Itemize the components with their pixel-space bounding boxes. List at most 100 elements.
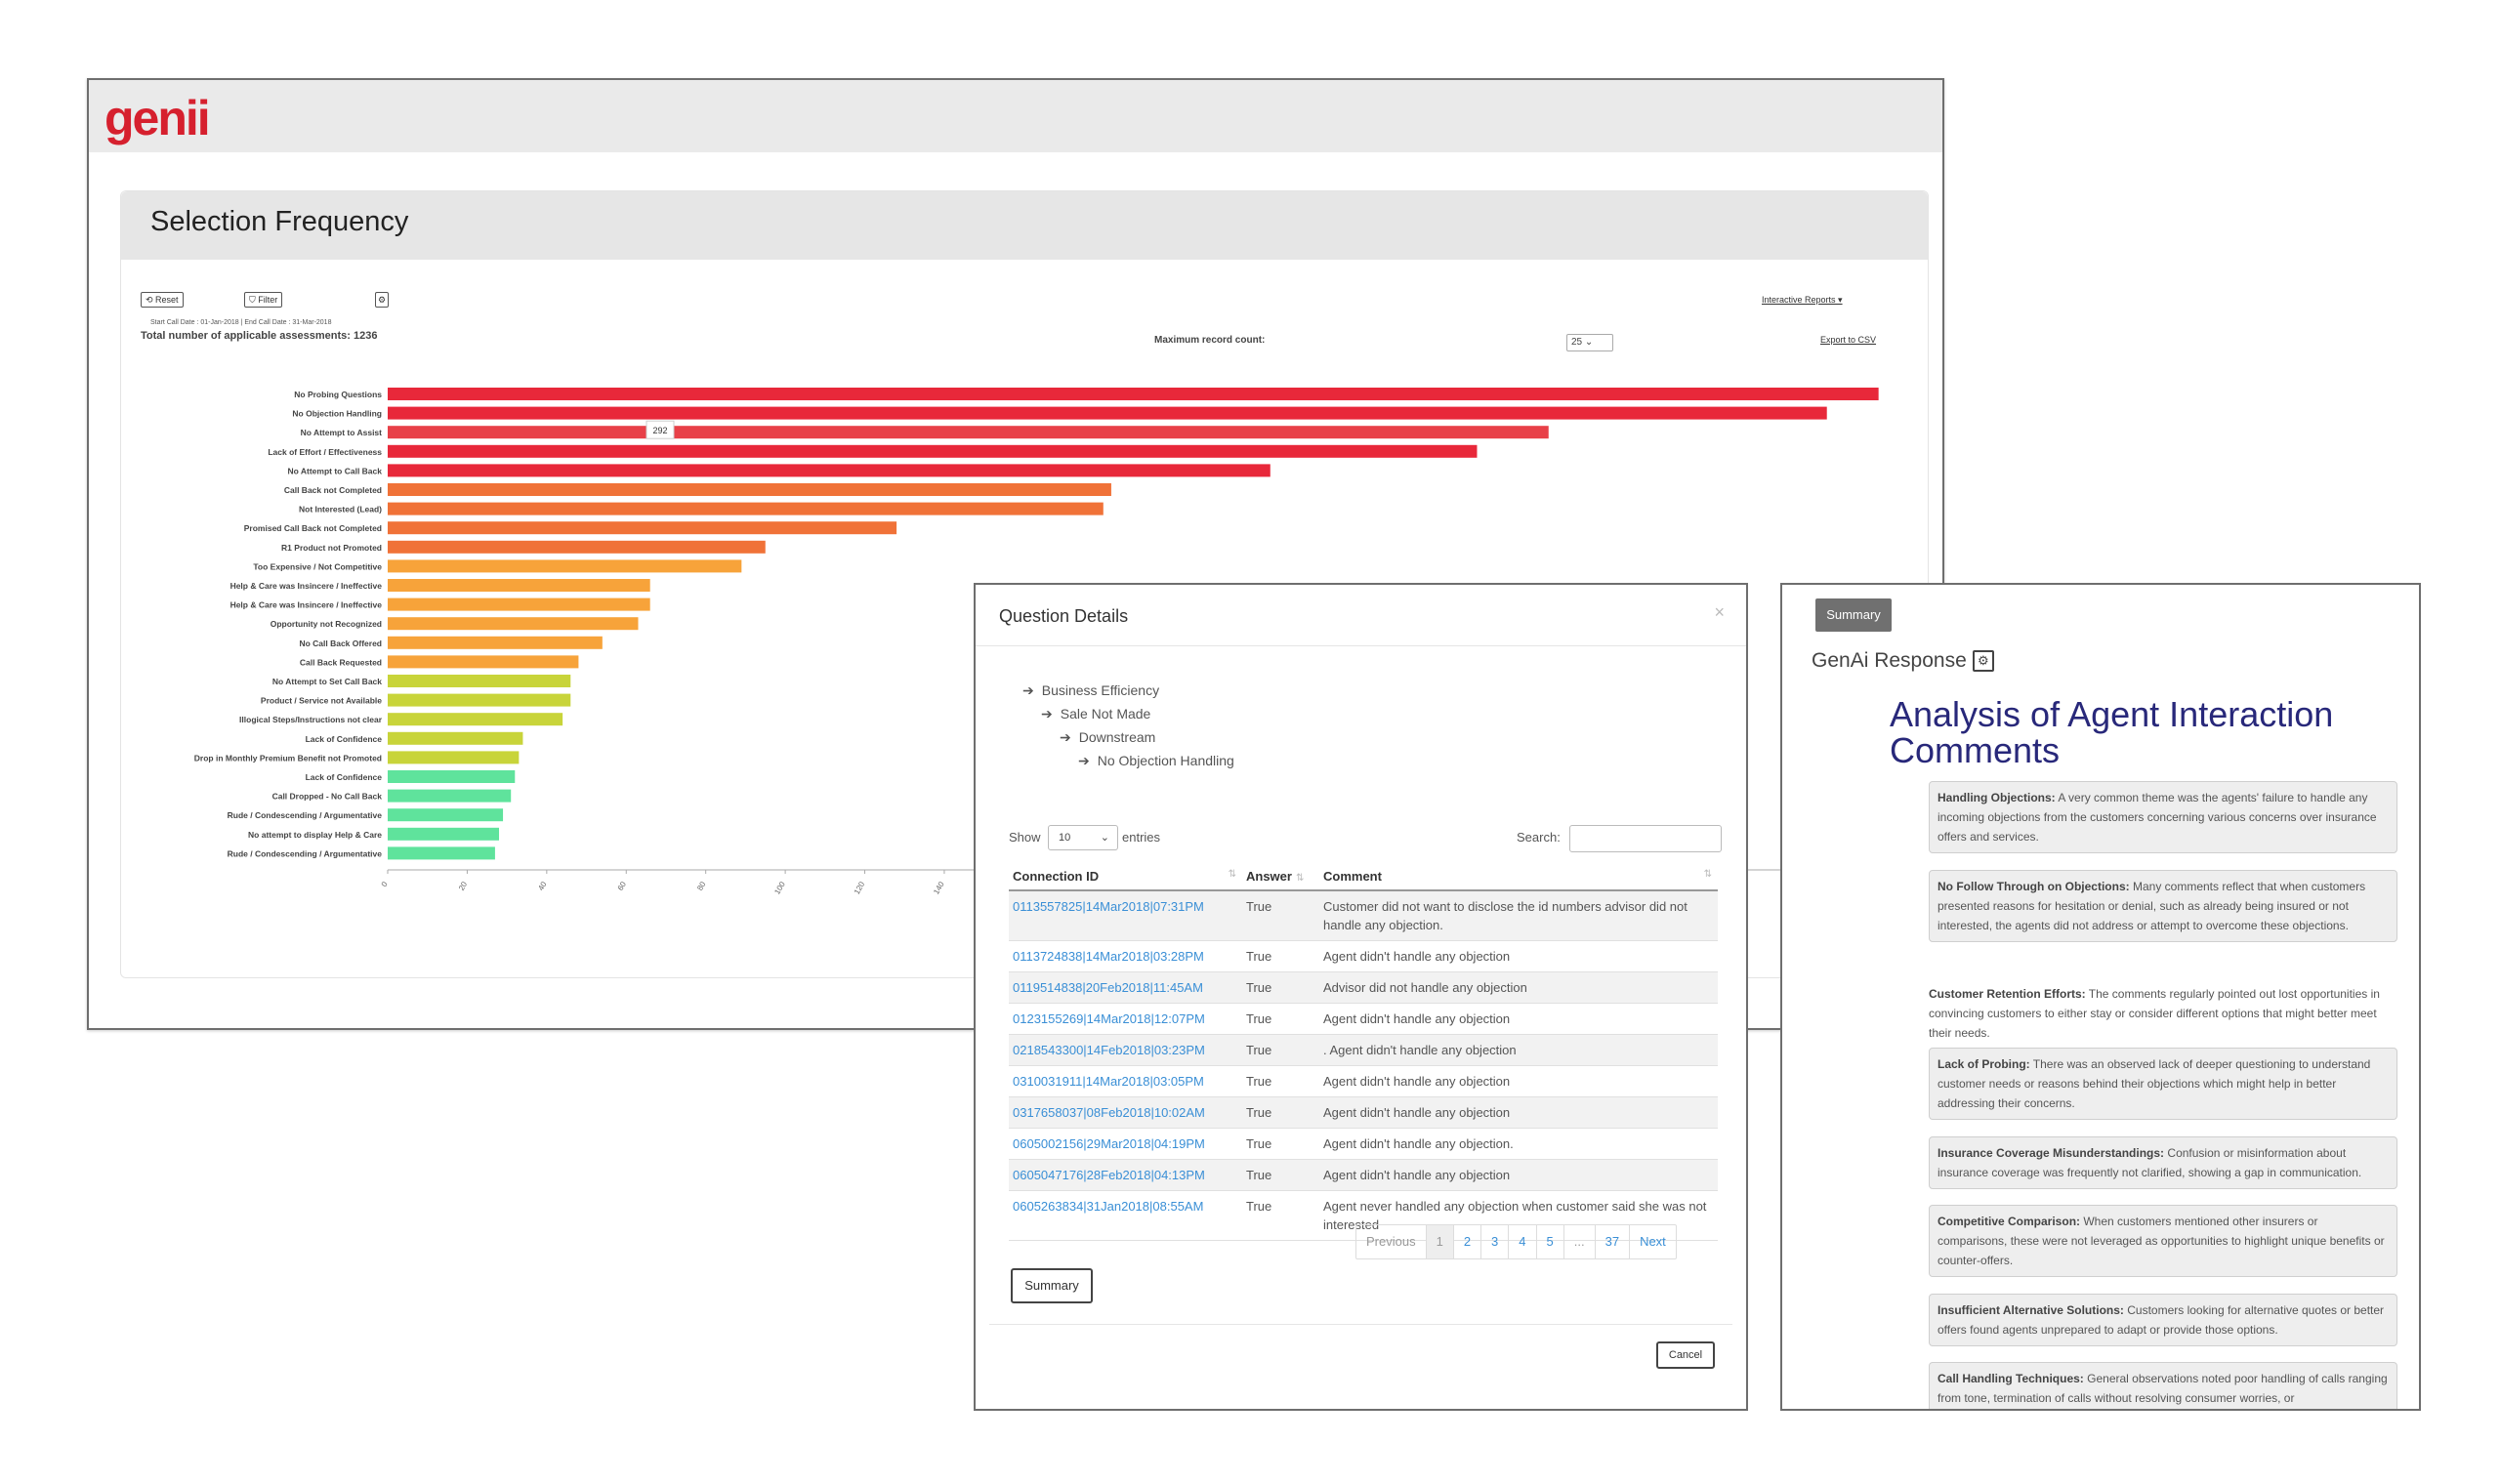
column-comment[interactable]: Comment ⇅ bbox=[1319, 861, 1718, 891]
bar[interactable] bbox=[388, 655, 579, 669]
bar[interactable] bbox=[388, 406, 1827, 420]
category-label: No Call Back Offered bbox=[299, 639, 382, 648]
connection-id-link[interactable]: 0605263834|31Jan2018|08:55AM bbox=[1009, 1190, 1242, 1241]
show-label: Show bbox=[1009, 830, 1041, 845]
bar[interactable] bbox=[388, 693, 571, 707]
pagination-previous[interactable]: Previous bbox=[1366, 1234, 1416, 1249]
bar[interactable] bbox=[388, 540, 766, 554]
x-tick-label: 140 bbox=[932, 880, 946, 896]
bar[interactable] bbox=[388, 751, 520, 764]
bar[interactable] bbox=[388, 808, 504, 822]
category-label: Promised Call Back not Completed bbox=[244, 523, 382, 533]
summary-button[interactable]: Summary bbox=[1011, 1268, 1093, 1303]
bar[interactable] bbox=[388, 559, 742, 573]
insight-title: Insufficient Alternative Solutions: bbox=[1938, 1303, 2124, 1317]
category-label: Rude / Condescending / Argumentative bbox=[228, 810, 383, 820]
bar[interactable] bbox=[388, 598, 650, 611]
bar[interactable] bbox=[388, 464, 1271, 477]
insight-card: Customer Retention Efforts: The comments… bbox=[1921, 978, 2390, 1049]
bar[interactable] bbox=[388, 502, 1104, 515]
pagination: Previous 1 2 3 4 5 ... 37 Next bbox=[1355, 1224, 1677, 1259]
filter-button[interactable]: ⛉ Filter bbox=[244, 292, 283, 308]
table-row: 0605263834|31Jan2018|08:55AM True Agent ne… bbox=[1009, 1190, 1718, 1241]
bar[interactable] bbox=[388, 444, 1478, 458]
x-tick-label: 80 bbox=[695, 880, 708, 892]
summary-tab[interactable]: Summary bbox=[1815, 598, 1892, 632]
bar[interactable] bbox=[388, 388, 1879, 400]
sort-icon: ⇅ bbox=[1703, 869, 1712, 880]
category-label: Lack of Effort / Effectiveness bbox=[268, 447, 382, 457]
table-row: 0218543300|14Feb2018|03:23PM True. Agent … bbox=[1009, 1034, 1718, 1066]
tree-item-business-efficiency[interactable]: ➔ Business Efficiency bbox=[1022, 682, 1159, 699]
gear-icon[interactable]: ⚙ bbox=[1972, 650, 1994, 673]
column-answer[interactable]: Answer ⇅ bbox=[1242, 861, 1319, 891]
connection-id-link[interactable]: 0317658037|08Feb2018|10:02AM bbox=[1009, 1096, 1242, 1129]
total-assessments: Total number of applicable assessments: … bbox=[141, 330, 378, 342]
settings-gear-icon[interactable]: ⚙ bbox=[375, 292, 389, 308]
connection-id-link[interactable]: 0310031911|14Mar2018|03:05PM bbox=[1009, 1065, 1242, 1097]
bar[interactable] bbox=[388, 521, 897, 535]
connection-id-link[interactable]: 0218543300|14Feb2018|03:23PM bbox=[1009, 1034, 1242, 1066]
tree-label: No Objection Handling bbox=[1097, 753, 1234, 768]
pagination-ellipsis: ... bbox=[1562, 1225, 1595, 1258]
answer-cell: True bbox=[1242, 1034, 1319, 1066]
bar[interactable] bbox=[388, 636, 603, 649]
tree-item-sale-not-made[interactable]: ➔ Sale Not Made bbox=[1041, 706, 1150, 722]
column-label: Connection ID bbox=[1013, 869, 1100, 884]
tree-item-no-objection-handling[interactable]: ➔ No Objection Handling bbox=[1078, 753, 1234, 769]
connection-id-link[interactable]: 0123155269|14Mar2018|12:07PM bbox=[1009, 1003, 1242, 1035]
connection-id-link[interactable]: 0113724838|14Mar2018|03:28PM bbox=[1009, 940, 1242, 972]
insight-card: Insufficient Alternative Solutions: Cust… bbox=[1929, 1294, 2397, 1346]
selection-frequency-chart: No Probing Questions No Objection Handlin… bbox=[194, 388, 1898, 896]
bar[interactable] bbox=[388, 731, 523, 745]
answer-cell: True bbox=[1242, 1096, 1319, 1129]
table-row: 0123155269|14Mar2018|12:07PM True Agent di… bbox=[1009, 1003, 1718, 1035]
reset-button[interactable]: ⟲ Reset bbox=[141, 292, 184, 308]
pagination-page-3[interactable]: 3 bbox=[1480, 1225, 1508, 1258]
pagination-next[interactable]: Next bbox=[1629, 1225, 1676, 1258]
comment-cell: Agent didn't handle any objection. bbox=[1319, 1128, 1718, 1160]
bar[interactable] bbox=[388, 426, 1549, 439]
interactive-reports-link[interactable]: Interactive Reports ▾ bbox=[1762, 295, 1843, 305]
answer-cell: True bbox=[1242, 1065, 1319, 1097]
bar[interactable] bbox=[388, 483, 1111, 496]
bar[interactable] bbox=[388, 675, 571, 687]
bar[interactable] bbox=[388, 579, 650, 592]
bar[interactable] bbox=[388, 846, 495, 860]
insight-text: The comments regularly pointed out lost … bbox=[1929, 987, 2380, 1040]
connection-id-link[interactable]: 0605047176|28Feb2018|04:13PM bbox=[1009, 1159, 1242, 1191]
bar[interactable] bbox=[388, 713, 563, 726]
pagination-page-2[interactable]: 2 bbox=[1452, 1225, 1480, 1258]
category-label: No Attempt to Call Back bbox=[287, 466, 382, 475]
tree-item-downstream[interactable]: ➔ Downstream bbox=[1060, 729, 1155, 746]
arrow-right-icon: ➔ bbox=[1060, 729, 1071, 745]
genai-label: GenAi Response ⚙ bbox=[1812, 649, 1994, 673]
bar[interactable] bbox=[388, 617, 639, 631]
pagination-page-5[interactable]: 5 bbox=[1535, 1225, 1563, 1258]
bar[interactable] bbox=[388, 827, 499, 841]
pagination-page-37[interactable]: 37 bbox=[1594, 1225, 1629, 1258]
insight-text: There was an observed lack of deeper que… bbox=[1938, 1057, 2371, 1110]
max-record-select[interactable]: 25 ⌄ bbox=[1566, 334, 1613, 351]
entries-select[interactable]: 10 ⌄ bbox=[1048, 825, 1118, 850]
category-label: Drop in Monthly Premium Benefit not Prom… bbox=[194, 753, 382, 763]
pagination-page-4[interactable]: 4 bbox=[1508, 1225, 1535, 1258]
bar[interactable] bbox=[388, 789, 512, 803]
column-connection-id[interactable]: Connection ID ⇅ bbox=[1009, 861, 1242, 891]
connection-id-link[interactable]: 0605002156|29Mar2018|04:19PM bbox=[1009, 1128, 1242, 1160]
export-csv-link[interactable]: Export to CSV bbox=[1820, 335, 1877, 345]
bar[interactable] bbox=[388, 770, 516, 783]
pagination-page-1[interactable]: 1 bbox=[1425, 1225, 1453, 1258]
category-label: Not Interested (Lead) bbox=[299, 505, 382, 515]
comment-cell: . Agent didn't handle any objection bbox=[1319, 1034, 1718, 1066]
search-input[interactable] bbox=[1569, 825, 1722, 852]
genii-logo[interactable]: genii bbox=[104, 91, 211, 145]
arrow-right-icon: ➔ bbox=[1078, 753, 1090, 768]
connection-id-link[interactable]: 0119514838|20Feb2018|11:45AM bbox=[1009, 971, 1242, 1004]
date-range: Start Call Date : 01-Jan-2018 | End Call… bbox=[150, 319, 332, 326]
insight-title: Call Handling Techniques: bbox=[1938, 1372, 2084, 1385]
close-icon[interactable]: × bbox=[1714, 602, 1725, 622]
insight-title: Insurance Coverage Misunderstandings: bbox=[1938, 1146, 2165, 1160]
cancel-button[interactable]: Cancel bbox=[1656, 1341, 1715, 1369]
connection-id-link[interactable]: 0113557825|14Mar2018|07:31PM bbox=[1009, 890, 1242, 941]
